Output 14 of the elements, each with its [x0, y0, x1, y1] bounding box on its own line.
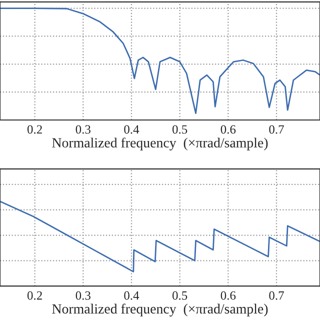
- x-tick-label: 0.3: [76, 125, 90, 134]
- x-tick-label: 0.2: [27, 125, 42, 134]
- x-tick-label: 0.7: [269, 125, 284, 134]
- x-axis-title: Normalized frequency (×πrad/sample): [52, 304, 268, 316]
- x-tick-label: 0.5: [172, 291, 188, 300]
- x-tick-label: 0.4: [124, 291, 140, 300]
- x-axis-title: Normalized frequency (×πrad/sample): [52, 138, 268, 150]
- x-tick-label: 0.4: [124, 125, 140, 134]
- x-tick-label: 0.5: [172, 125, 188, 134]
- x-tick-label: 0.3: [76, 291, 90, 300]
- x-tick-label: 0.7: [269, 291, 284, 300]
- x-tick-label: 0.6: [220, 291, 236, 300]
- x-tick-label: 0.6: [220, 125, 236, 134]
- x-tick-label: 0.2: [27, 291, 42, 300]
